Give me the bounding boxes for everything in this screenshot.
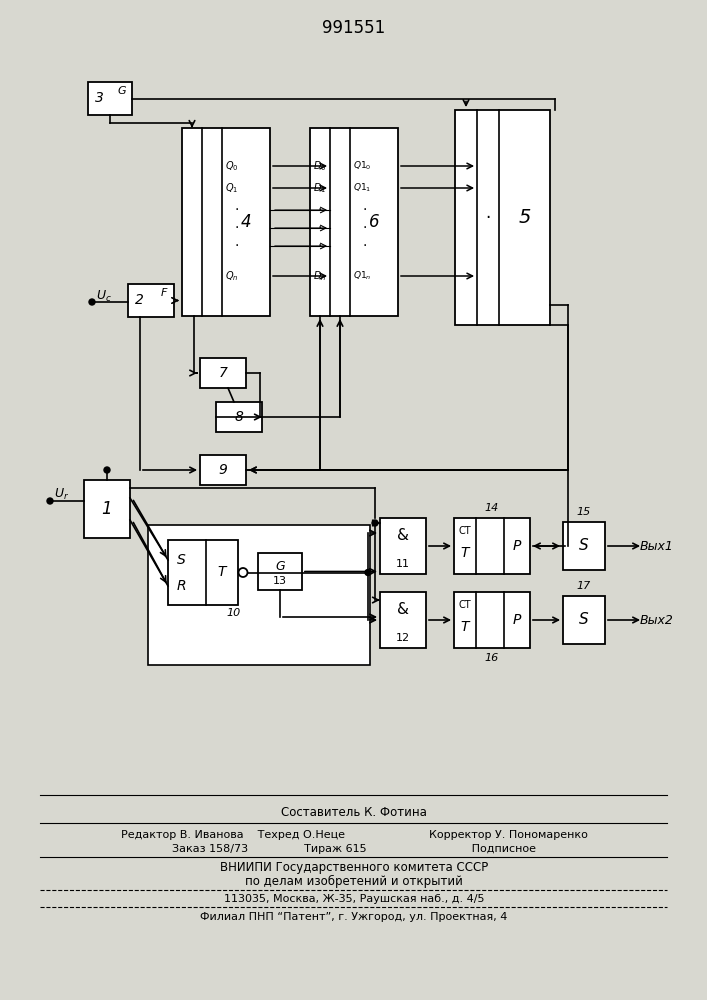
Circle shape	[365, 570, 371, 576]
Bar	[216, 402, 262, 432]
Text: &: &	[397, 602, 409, 617]
Text: 7: 7	[218, 366, 228, 380]
Text: $Q1_n$: $Q1_n$	[353, 270, 371, 282]
Text: Вых1: Вых1	[640, 540, 674, 552]
Text: ·: ·	[235, 239, 239, 253]
Text: 15: 15	[577, 507, 591, 517]
Text: $D_n$: $D_n$	[313, 269, 327, 283]
Text: 113035, Москва, Ж-35, Раушская наб., д. 4/5: 113035, Москва, Ж-35, Раушская наб., д. …	[223, 894, 484, 904]
Text: 991551: 991551	[322, 19, 385, 37]
Bar	[563, 522, 605, 570]
Bar	[88, 82, 132, 115]
Text: G: G	[117, 86, 127, 96]
Bar	[128, 284, 174, 317]
Text: 9: 9	[218, 463, 228, 477]
Text: S: S	[177, 553, 185, 567]
Text: CT: CT	[459, 526, 472, 536]
Text: $Q_0$: $Q_0$	[226, 159, 239, 173]
Text: ·: ·	[318, 221, 322, 235]
Text: 1: 1	[102, 500, 112, 518]
Text: $Q_n$: $Q_n$	[226, 269, 239, 283]
Bar	[310, 128, 398, 316]
Text: 5: 5	[519, 208, 531, 227]
Text: T: T	[461, 620, 469, 634]
Text: S: S	[579, 538, 589, 554]
Text: $U_c$: $U_c$	[96, 288, 112, 304]
Circle shape	[89, 299, 95, 305]
Text: 10: 10	[227, 608, 241, 618]
Text: 11: 11	[396, 559, 410, 569]
Text: ·: ·	[363, 239, 367, 253]
Text: 6: 6	[368, 213, 380, 231]
Text: 14: 14	[485, 503, 499, 513]
Bar	[380, 518, 426, 574]
Text: 12: 12	[396, 633, 410, 643]
Text: T: T	[218, 566, 226, 580]
Text: P: P	[513, 539, 521, 553]
Bar	[258, 553, 302, 590]
Text: Редактор В. Иванова    Техред О.Неце                        Корректор У. Пономар: Редактор В. Иванова Техред О.Неце Коррек…	[121, 830, 588, 840]
Circle shape	[372, 520, 378, 526]
Text: 2: 2	[134, 294, 144, 308]
Text: по делам изобретений и открытий: по делам изобретений и открытий	[245, 874, 463, 888]
Text: P: P	[513, 613, 521, 627]
Text: 13: 13	[273, 576, 287, 586]
Bar	[168, 540, 238, 605]
Bar	[84, 480, 130, 538]
Text: 16: 16	[485, 653, 499, 663]
Text: G: G	[275, 560, 285, 574]
Text: $U_r$: $U_r$	[54, 486, 69, 502]
Text: Вых2: Вых2	[640, 613, 674, 626]
Text: 4: 4	[240, 213, 251, 231]
Bar	[182, 128, 270, 316]
Text: $Q1_0$: $Q1_0$	[353, 160, 371, 172]
Bar	[455, 110, 550, 325]
Text: S: S	[579, 612, 589, 628]
Text: T: T	[461, 546, 469, 560]
Text: $D_1$: $D_1$	[313, 181, 327, 195]
Text: 17: 17	[577, 581, 591, 591]
Text: 3: 3	[95, 92, 103, 105]
Circle shape	[47, 498, 53, 504]
Text: ·: ·	[318, 203, 322, 217]
Text: $D_0$: $D_0$	[313, 159, 327, 173]
Bar	[454, 592, 530, 648]
Bar	[380, 592, 426, 648]
Text: F: F	[160, 288, 167, 298]
Text: &: &	[397, 528, 409, 544]
Text: ·: ·	[363, 203, 367, 217]
Text: Заказ 158/73                Тираж 615                              Подписное: Заказ 158/73 Тираж 615 Подписное	[172, 844, 536, 854]
Text: ·: ·	[318, 239, 322, 253]
Circle shape	[104, 467, 110, 473]
Text: ·: ·	[486, 209, 491, 227]
Text: ·: ·	[363, 221, 367, 235]
Bar	[200, 455, 246, 485]
Bar	[148, 525, 370, 665]
Bar	[454, 518, 530, 574]
Text: ·: ·	[235, 221, 239, 235]
Text: ВНИИПИ Государственного комитета СССР: ВНИИПИ Государственного комитета СССР	[220, 861, 488, 874]
Text: $Q_1$: $Q_1$	[226, 181, 239, 195]
Text: R: R	[176, 579, 186, 593]
Bar	[563, 596, 605, 644]
Text: ·: ·	[235, 203, 239, 217]
Text: Филиал ПНП “Патент”, г. Ужгород, ул. Проектная, 4: Филиал ПНП “Патент”, г. Ужгород, ул. Про…	[200, 912, 508, 922]
Text: CT: CT	[459, 600, 472, 610]
Bar	[200, 358, 246, 388]
Text: Составитель К. Фотина: Составитель К. Фотина	[281, 806, 427, 820]
Text: 8: 8	[235, 410, 243, 424]
Text: $Q1_1$: $Q1_1$	[353, 182, 371, 194]
